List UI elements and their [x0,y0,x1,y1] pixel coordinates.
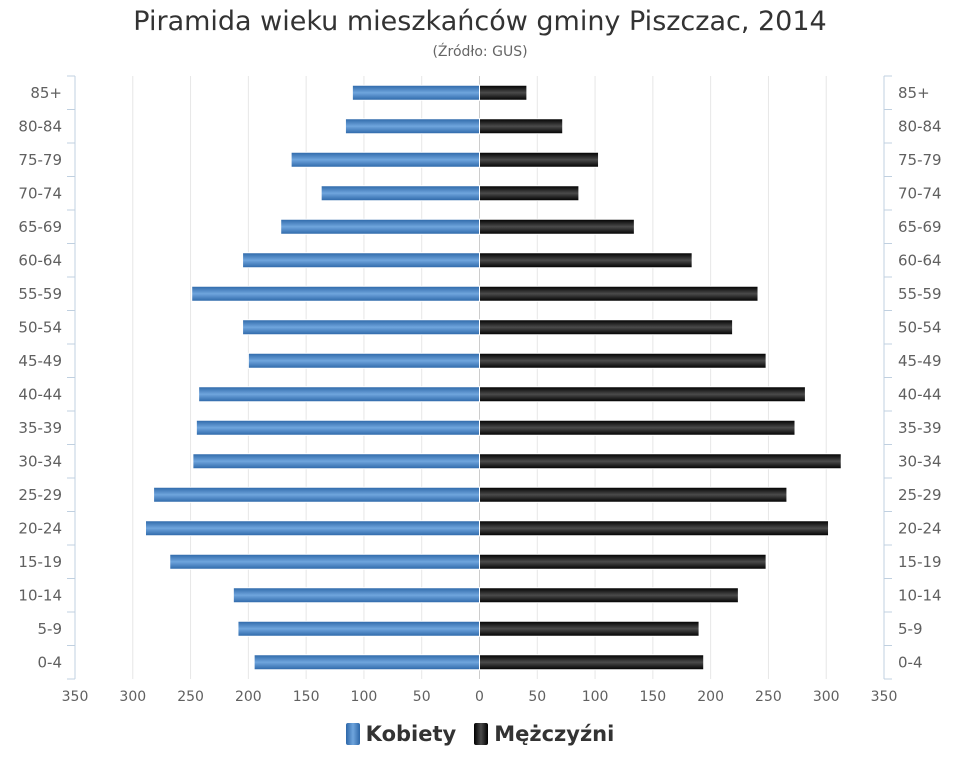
bar-kobiety [192,453,481,470]
chart-title: Piramida wieku mieszkańców gminy Piszcza… [133,6,827,37]
y-label-left: 0-4 [38,653,63,671]
x-tick-label: 200 [697,689,724,705]
y-label-left: 40-44 [18,385,62,403]
bar-mezczyzni [479,654,705,671]
bar-kobiety [344,118,480,135]
y-label-left: 30-34 [18,452,62,470]
bar-kobiety [144,520,480,537]
x-tick-label: 350 [62,689,89,705]
y-label-right: 65-69 [898,218,942,236]
y-label-left: 20-24 [18,519,62,537]
bar-mezczyzni [479,252,693,269]
y-label-left: 70-74 [18,184,62,202]
bar-kobiety [153,486,481,503]
y-label-right: 20-24 [898,519,942,537]
chart-subtitle: (Źródło: GUS) [432,44,528,60]
legend-swatch-kobiety [345,723,360,745]
legend-item-mezczyzni[interactable]: Mężczyźni [474,722,614,746]
y-label-right: 75-79 [898,151,942,169]
y-label-left: 10-14 [18,586,62,604]
bar-mezczyzni [479,218,635,235]
bar-kobiety [237,620,480,637]
bar-mezczyzni [479,620,700,637]
y-label-left: 50-54 [18,318,62,336]
x-tick-label: 150 [293,689,320,705]
bar-kobiety [280,218,480,235]
legend-item-kobiety[interactable]: Kobiety [345,722,457,746]
legend-label-kobiety: Kobiety [365,722,457,746]
bar-mezczyzni [479,319,734,336]
x-tick-label: 250 [755,689,782,705]
legend-label-mezczyzni: Mężczyźni [494,722,615,746]
bar-kobiety [290,151,480,168]
y-label-left: 80-84 [18,117,62,135]
y-label-left: 75-79 [18,151,62,169]
bar-kobiety [351,84,480,101]
y-label-right: 30-34 [898,452,942,470]
y-label-right: 35-39 [898,419,942,437]
y-label-left: 45-49 [18,352,62,370]
x-tick-label: 100 [351,689,378,705]
bar-mezczyzni [479,185,580,202]
bar-kobiety [242,252,480,269]
y-label-left: 60-64 [18,251,62,269]
bar-mezczyzni [479,419,796,436]
y-label-left: 85+ [30,84,62,102]
x-tick-label: 200 [235,689,262,705]
y-label-left: 25-29 [18,486,62,504]
y-label-right: 85+ [898,84,930,102]
y-label-right: 40-44 [898,385,942,403]
bar-kobiety [191,285,480,302]
x-tick-label: 50 [413,689,431,705]
y-label-right: 0-4 [898,653,923,671]
y-label-left: 15-19 [18,553,62,571]
bar-kobiety [232,587,480,604]
x-tick-label: 0 [475,689,484,705]
bar-mezczyzni [479,84,528,101]
x-tick-label: 150 [639,689,666,705]
y-label-right: 15-19 [898,553,942,571]
bar-kobiety [195,419,480,436]
bar-mezczyzni [479,587,739,604]
bar-kobiety [320,185,480,202]
y-label-right: 80-84 [898,117,942,135]
bar-kobiety [198,386,480,403]
y-label-right: 25-29 [898,486,942,504]
y-label-right: 10-14 [898,586,942,604]
bar-mezczyzni [479,520,830,537]
y-label-right: 55-59 [898,285,942,303]
x-tick-label: 100 [582,689,609,705]
y-label-right: 50-54 [898,318,942,336]
x-tick-label: 350 [871,689,898,705]
bar-mezczyzni [479,486,788,503]
bar-kobiety [169,553,480,570]
bar-kobiety [253,654,480,671]
bar-mezczyzni [479,553,767,570]
y-label-left: 5-9 [38,620,63,638]
x-tick-label: 250 [177,689,204,705]
bar-mezczyzni [479,453,842,470]
x-tick-label: 300 [119,689,146,705]
x-tick-label: 50 [528,689,546,705]
y-label-right: 45-49 [898,352,942,370]
y-label-right: 60-64 [898,251,942,269]
bar-mezczyzni [479,386,806,403]
y-label-right: 70-74 [898,184,942,202]
y-label-left: 55-59 [18,285,62,303]
bar-mezczyzni [479,352,767,369]
y-label-left: 35-39 [18,419,62,437]
legend-swatch-mezczyzni [474,723,489,745]
x-tick-label: 300 [813,689,840,705]
bar-mezczyzni [479,118,564,135]
bar-mezczyzni [479,151,600,168]
bar-mezczyzni [479,285,759,302]
y-label-left: 65-69 [18,218,62,236]
bar-kobiety [247,352,480,369]
bar-kobiety [242,319,480,336]
chart-legend: Kobiety Mężczyźni [0,722,960,746]
y-label-right: 5-9 [898,620,923,638]
